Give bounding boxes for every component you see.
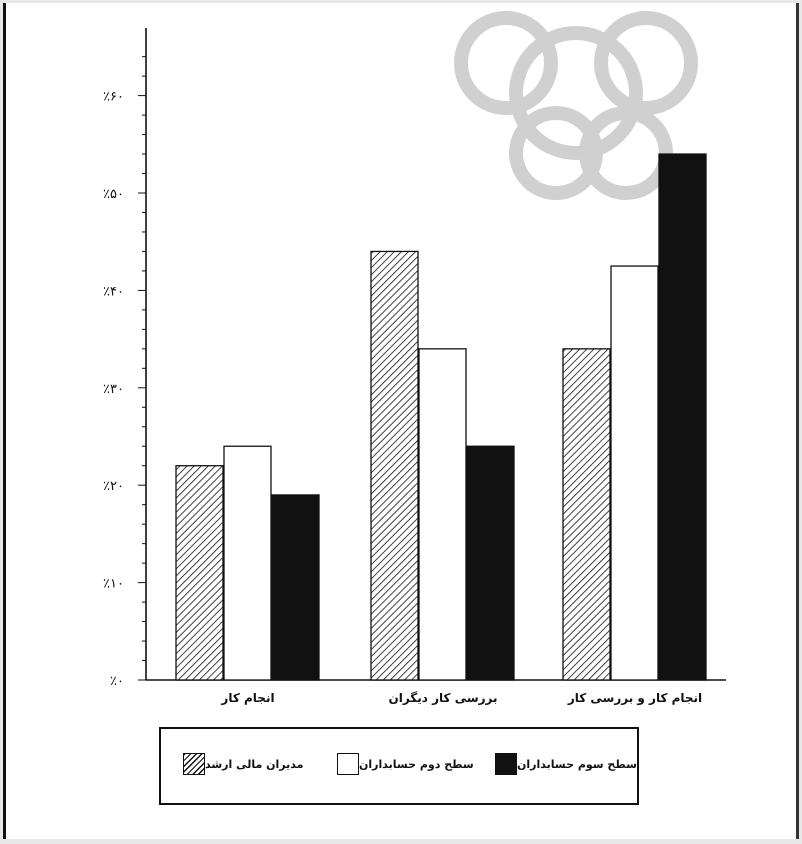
bar-black-3	[658, 153, 707, 681]
y-tick-label: ٪۲۰	[103, 479, 124, 494]
y-tick-label: ٪۳۰	[103, 382, 124, 397]
legend-swatch-black	[495, 753, 517, 775]
bar-hatch-3	[562, 348, 611, 681]
legend-swatch-hatch	[183, 753, 205, 775]
legend: مدیران مالی ارشد سطح دوم حسابداران سطح س…	[159, 727, 639, 805]
legend-item-black: سطح سوم حسابداران	[495, 753, 643, 775]
bar-black-1	[271, 494, 320, 681]
legend-item-white: سطح دوم حسابداران	[337, 753, 480, 775]
x-category-label: انجام کار	[220, 691, 274, 706]
bar-black-2	[466, 445, 515, 681]
bar-white-2	[418, 348, 467, 681]
x-category-label: انجام کار و بررسی کار	[567, 691, 702, 706]
bar-hatch-2	[370, 250, 419, 681]
y-tick-label: ٪۱۰	[103, 577, 124, 592]
y-tick-label: ٪۵۰	[103, 187, 124, 202]
y-tick-label: ٪۰	[110, 674, 124, 689]
legend-label: سطح دوم حسابداران	[359, 757, 474, 771]
bar-chart: ٪۰ ٪۱۰ ٪۲۰ ٪۳۰ ٪۴۰ ٪۵۰ ٪۶۰ انجام کار بررسی کار د…	[103, 28, 726, 706]
legend-swatch-white	[337, 753, 359, 775]
legend-label: سطح سوم حسابداران	[517, 757, 637, 771]
bar-white-1	[223, 445, 272, 681]
bar-white-3	[610, 265, 659, 681]
labels: ٪۰ ٪۱۰ ٪۲۰ ٪۳۰ ٪۴۰ ٪۵۰ ٪۶۰ انجام کار بررسی کار د…	[103, 90, 702, 706]
legend-item-hatch: مدیران مالی ارشد	[183, 753, 309, 775]
legend-label: مدیران مالی ارشد	[205, 757, 304, 771]
bar-hatch-1	[175, 465, 224, 681]
bars	[175, 153, 707, 681]
chart-frame: ٪۰ ٪۱۰ ٪۲۰ ٪۳۰ ٪۴۰ ٪۵۰ ٪۶۰ انجام کار بررسی کار د…	[3, 3, 799, 839]
y-tick-label: ٪۶۰	[103, 90, 124, 105]
y-tick-label: ٪۴۰	[103, 284, 124, 299]
x-category-label: بررسی کار دیگران	[388, 691, 497, 705]
